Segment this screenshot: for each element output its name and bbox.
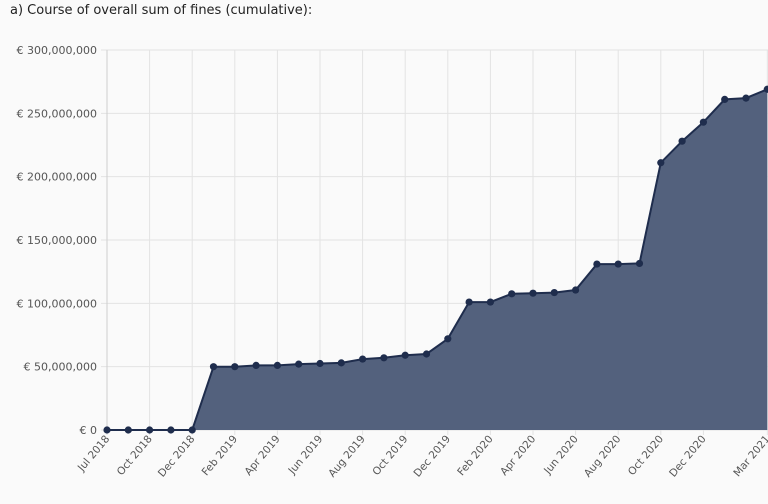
chart-title: a) Course of overall sum of fines (cumul… <box>10 3 313 18</box>
data-point <box>572 286 580 294</box>
x-tick-label: Dec 2019 <box>412 433 454 479</box>
data-point <box>380 354 388 362</box>
data-point <box>422 350 431 358</box>
x-tick-label: Jul 2018 <box>75 433 112 474</box>
x-tick-label: Feb 2020 <box>455 433 495 478</box>
data-point <box>124 426 132 434</box>
y-tick-label: € 150,000,000 <box>17 234 97 247</box>
data-point <box>699 118 708 126</box>
x-tick-label: Apr 2020 <box>498 433 538 478</box>
data-point <box>188 426 196 434</box>
y-axis-ticks: € 0 € 50,000,000 € 100,000,000 € 150,000,00… <box>17 44 97 437</box>
x-tick-label: Mar 2021 <box>731 433 768 479</box>
data-point <box>678 137 686 145</box>
x-tick-label: Apr 2019 <box>243 433 283 478</box>
data-point <box>763 85 768 93</box>
data-point <box>465 298 473 306</box>
data-point <box>146 426 154 434</box>
data-point <box>337 359 345 367</box>
x-tick-label: Dec 2020 <box>667 433 709 479</box>
data-point <box>359 355 367 363</box>
data-point <box>614 260 622 268</box>
data-point <box>252 361 260 369</box>
data-point <box>167 426 175 434</box>
data-point <box>635 259 644 268</box>
x-tick-label: Jun 2020 <box>541 433 581 477</box>
series-area <box>107 88 768 431</box>
data-point <box>401 351 409 359</box>
data-point <box>444 335 452 343</box>
data-point <box>742 94 750 102</box>
data-point <box>550 288 558 297</box>
data-point <box>209 363 218 371</box>
data-point <box>657 159 665 167</box>
data-point <box>273 361 281 369</box>
x-axis-ticks: Jul 2018 Oct 2018 Dec 2018 Feb 2019 Apr 2019… <box>75 433 768 479</box>
x-tick-label: Feb 2019 <box>200 433 240 478</box>
y-tick-label: € 0 <box>80 424 98 437</box>
data-point <box>593 260 601 268</box>
y-tick-label: € 50,000,000 <box>24 361 97 374</box>
data-point <box>508 290 516 298</box>
x-tick-label: Aug 2019 <box>326 433 368 479</box>
x-tick-label: Oct 2020 <box>626 433 666 478</box>
data-point <box>316 359 324 368</box>
data-point <box>295 360 303 368</box>
series-points <box>103 85 768 434</box>
data-point <box>231 363 239 371</box>
y-tick-label: € 300,000,000 <box>17 44 97 57</box>
x-tick-label: Oct 2019 <box>370 433 410 478</box>
data-point <box>486 298 494 306</box>
x-tick-label: Jun 2019 <box>286 433 326 477</box>
x-tick-label: Dec 2018 <box>156 433 198 479</box>
y-tick-label: € 250,000,000 <box>17 107 97 120</box>
x-tick-label: Oct 2018 <box>115 433 155 478</box>
data-point <box>721 95 729 103</box>
x-tick-label: Aug 2020 <box>582 433 624 479</box>
data-point <box>103 426 111 434</box>
data-point <box>529 289 537 297</box>
y-tick-label: € 200,000,000 <box>17 171 97 184</box>
y-tick-label: € 100,000,000 <box>17 297 97 310</box>
series-area-fill <box>107 89 768 431</box>
